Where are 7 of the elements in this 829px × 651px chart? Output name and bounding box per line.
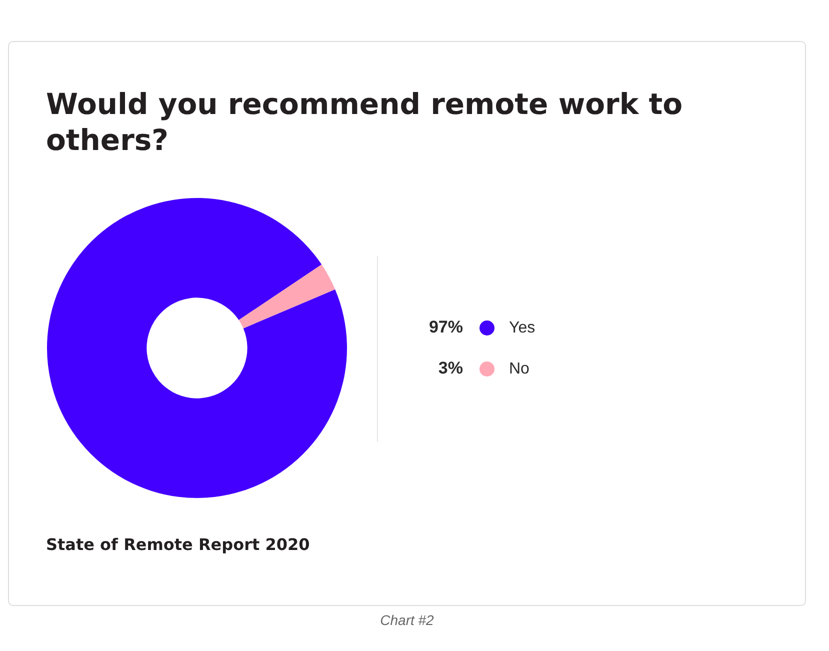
legend-label: No [509, 360, 530, 378]
data-label: 3% [438, 358, 463, 378]
text: State of Remote Report 2020 [46, 535, 310, 554]
chart-title: Would you recommend remote work to others? [46, 86, 684, 158]
data-label: 97% [428, 318, 463, 337]
legend-label: Yes [509, 319, 536, 336]
text: Chart #2 [379, 612, 435, 628]
